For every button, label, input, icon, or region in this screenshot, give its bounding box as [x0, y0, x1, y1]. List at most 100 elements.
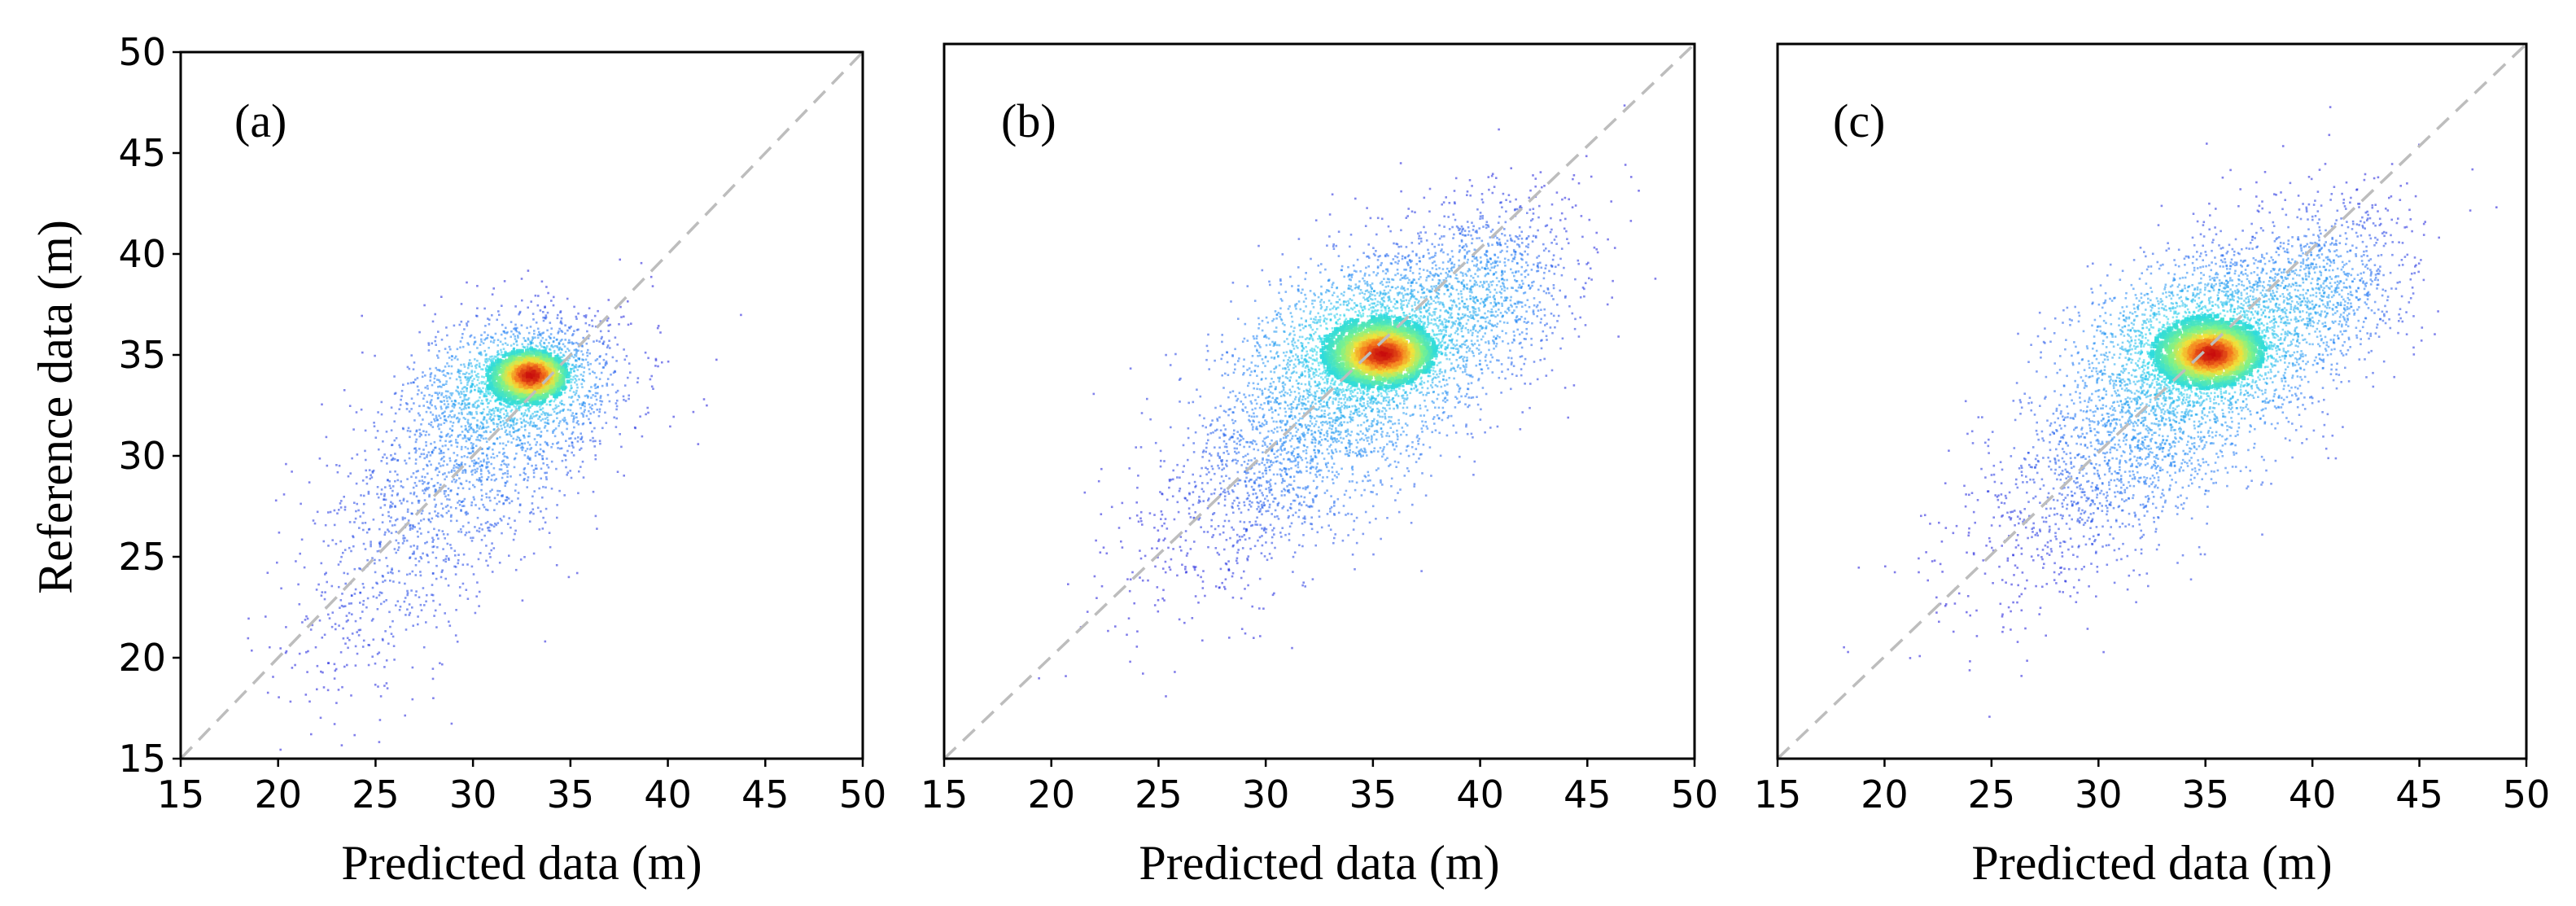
data-point	[575, 348, 578, 351]
data-point	[447, 584, 450, 587]
data-point	[388, 484, 391, 487]
data-point	[448, 471, 450, 474]
data-point	[433, 615, 435, 617]
data-point	[558, 405, 560, 408]
data-point	[1310, 422, 1314, 425]
data-point	[508, 403, 511, 406]
data-point	[534, 393, 539, 398]
data-point	[601, 366, 605, 369]
data-point	[316, 664, 319, 667]
data-point	[475, 470, 479, 473]
data-point	[492, 525, 496, 528]
data-point	[1246, 558, 1249, 560]
data-point	[424, 434, 427, 436]
data-point	[492, 287, 495, 290]
data-point	[605, 422, 608, 424]
data-point	[475, 431, 477, 434]
data-point	[309, 628, 313, 631]
data-point	[516, 335, 519, 337]
data-point	[341, 685, 343, 689]
data-point	[545, 392, 549, 397]
data-point	[432, 599, 435, 602]
data-point	[481, 375, 483, 378]
data-point	[463, 365, 466, 368]
data-point	[1380, 422, 1383, 424]
data-point	[1245, 497, 1249, 501]
data-point	[1388, 435, 1391, 438]
data-point	[508, 517, 510, 519]
data-point	[492, 422, 495, 424]
data-point	[1262, 472, 1264, 475]
data-point	[546, 444, 549, 447]
data-point	[1387, 421, 1389, 423]
data-point	[553, 394, 558, 399]
data-point	[485, 361, 488, 364]
data-point	[486, 478, 488, 481]
data-point	[421, 375, 424, 379]
data-point	[1286, 421, 1289, 423]
data-point	[508, 352, 513, 357]
data-point	[493, 339, 496, 342]
data-point	[559, 420, 562, 422]
data-point	[530, 420, 532, 423]
data-point	[577, 343, 579, 345]
data-point	[1238, 501, 1240, 504]
data-point	[474, 401, 477, 404]
data-point	[503, 452, 505, 454]
data-point	[517, 492, 520, 494]
data-point	[545, 507, 548, 510]
data-point	[702, 398, 706, 400]
data-point	[441, 412, 444, 415]
data-point	[1332, 391, 1336, 393]
data-point	[488, 374, 492, 379]
data-point	[473, 459, 476, 462]
data-point	[592, 436, 594, 440]
data-point	[387, 530, 391, 533]
data-point	[539, 448, 542, 451]
data-point	[441, 515, 444, 518]
data-point	[345, 615, 348, 617]
data-point	[589, 412, 592, 415]
data-point	[492, 457, 496, 459]
data-point	[451, 392, 454, 395]
data-point	[457, 501, 459, 504]
data-point	[428, 393, 431, 396]
data-point	[499, 392, 504, 397]
data-point	[1327, 313, 1330, 316]
data-point	[436, 397, 440, 400]
data-point	[376, 608, 379, 611]
data-point	[527, 462, 530, 465]
data-point	[418, 330, 421, 334]
data-point	[599, 442, 601, 445]
data-point	[343, 506, 347, 509]
data-point	[548, 414, 550, 417]
data-point	[502, 502, 505, 505]
data-point	[470, 370, 474, 372]
data-point	[341, 593, 343, 595]
data-point	[496, 407, 500, 409]
data-point	[1242, 403, 1244, 405]
data-point	[1263, 441, 1266, 444]
data-point	[523, 471, 526, 474]
data-point	[1164, 571, 1167, 574]
data-point	[482, 503, 484, 506]
data-point	[1186, 499, 1188, 501]
data-point	[338, 624, 340, 627]
data-point	[1397, 492, 1399, 494]
data-point	[561, 459, 564, 462]
data-point	[1485, 392, 1488, 396]
data-point	[478, 434, 480, 436]
data-point	[1305, 504, 1308, 507]
data-point	[467, 422, 470, 425]
data-point	[370, 476, 374, 479]
data-point	[425, 600, 427, 603]
data-point	[1454, 177, 1458, 180]
data-point	[540, 355, 545, 360]
data-point	[518, 379, 523, 383]
data-point	[451, 480, 453, 483]
data-point	[361, 314, 363, 317]
data-point	[522, 446, 525, 449]
data-point	[414, 379, 417, 381]
data-point	[406, 592, 409, 594]
data-point	[521, 343, 523, 346]
